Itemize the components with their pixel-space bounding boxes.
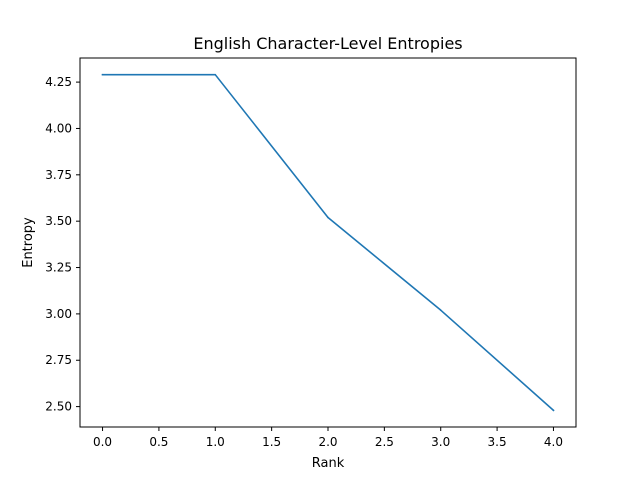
x-tick-label: 2.5 — [375, 435, 394, 449]
x-tick-label: 4.0 — [544, 435, 563, 449]
data-point — [214, 73, 217, 76]
x-axis: 0.0 0.5 1.0 1.5 2.0 2.5 3.0 3.5 4.0 — [93, 427, 563, 449]
series-layer — [101, 73, 555, 412]
y-tick-label: 3.75 — [45, 168, 72, 182]
y-axis: 2.50 2.75 3.00 3.25 3.50 3.75 4.00 4.25 — [45, 75, 80, 414]
y-tick-label: 3.50 — [45, 214, 72, 228]
y-tick-label: 4.25 — [45, 75, 72, 89]
x-tick-label: 1.5 — [262, 435, 281, 449]
y-tick-label: 2.75 — [45, 353, 72, 367]
y-tick-label: 2.50 — [45, 400, 72, 414]
plot-area — [80, 58, 576, 427]
x-tick-label: 3.0 — [431, 435, 450, 449]
y-axis-label: Entropy — [21, 217, 36, 268]
data-point — [439, 309, 442, 311]
x-tick-label: 0.5 — [149, 435, 168, 449]
data-point — [101, 73, 104, 76]
axes: 0.0 0.5 1.0 1.5 2.0 2.5 3.0 3.5 4.0 2.50 2.75 3.00… — [45, 57, 577, 449]
y-tick-label: 4.00 — [45, 121, 72, 135]
y-tick-label: 3.00 — [45, 307, 72, 321]
y-tick-label: 3.25 — [45, 261, 72, 275]
x-axis-label: Rank — [312, 456, 345, 471]
data-point — [327, 216, 329, 219]
x-tick-label: 1.0 — [206, 435, 225, 449]
x-tick-label: 0.0 — [93, 435, 112, 449]
x-tick-label: 2.0 — [318, 435, 337, 449]
x-tick-label: 3.5 — [488, 435, 507, 449]
data-point — [552, 409, 555, 412]
chart-title: English Character-Level Entropies — [193, 34, 462, 53]
